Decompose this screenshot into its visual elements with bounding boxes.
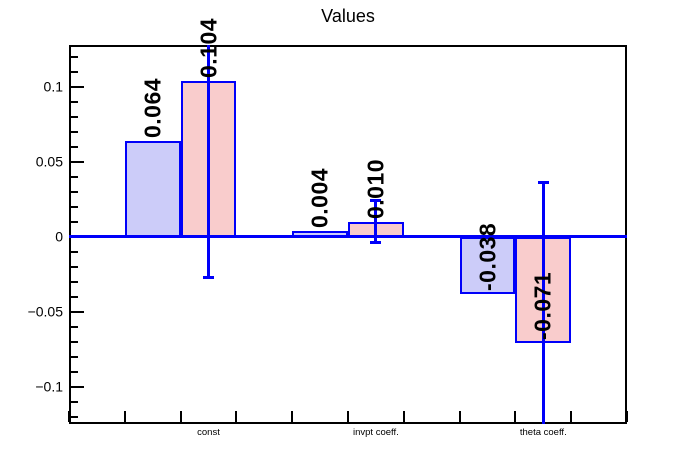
x-tick: [123, 411, 126, 422]
error-bar-invpt-coeff: [374, 200, 378, 243]
x-tick: [68, 411, 70, 422]
y-minor-tick: [71, 100, 78, 103]
y-minor-tick: [71, 355, 78, 358]
x-tick: [570, 411, 573, 422]
x-category-label-const: const: [197, 427, 220, 438]
y-tick-label: 0.05: [35, 153, 63, 170]
y-tick-label: −0.05: [27, 303, 63, 320]
y-major-tick: [71, 385, 84, 388]
value-label-invpt-coeff-blue: 0.004: [306, 167, 333, 228]
y-minor-tick: [71, 325, 78, 328]
error-bar-const: [207, 45, 210, 278]
y-minor-tick: [71, 295, 78, 298]
zero-line: [69, 235, 627, 239]
x-category-label-invpt-coeff: invpt coeff.: [353, 427, 399, 438]
y-minor-tick: [71, 70, 78, 73]
y-minor-tick: [71, 145, 78, 148]
x-tick: [291, 411, 294, 422]
value-label-invpt-coeff-pink: 0.010: [362, 158, 389, 219]
y-minor-tick: [71, 220, 78, 223]
chart-title: Values: [321, 6, 375, 26]
y-minor-tick: [71, 55, 78, 58]
x-tick: [402, 411, 405, 422]
y-minor-tick: [71, 175, 78, 178]
y-minor-tick: [71, 400, 78, 403]
error-bar-theta-coeff: [541, 182, 545, 424]
value-label-const-pink: 0.104: [195, 17, 221, 78]
error-cap-top: [537, 181, 549, 185]
y-minor-tick: [71, 115, 78, 118]
x-tick: [235, 411, 238, 422]
y-major-tick: [71, 160, 84, 163]
x-tick: [626, 411, 628, 422]
value-label-const-blue: 0.064: [139, 77, 166, 138]
y-minor-tick: [71, 415, 78, 418]
x-tick: [458, 411, 461, 422]
y-minor-tick: [71, 190, 78, 193]
y-minor-tick: [71, 280, 78, 283]
y-minor-tick: [71, 340, 78, 343]
error-cap-bottom: [203, 275, 214, 279]
error-cap-bottom: [370, 241, 382, 245]
y-major-tick: [71, 85, 84, 88]
bar-theta-coeff-blue: [459, 236, 516, 294]
y-tick-label: 0: [55, 228, 63, 245]
y-minor-tick: [71, 130, 78, 133]
y-minor-tick: [71, 205, 78, 208]
y-minor-tick: [71, 250, 78, 253]
plot-frame: [69, 45, 627, 424]
bar-const-blue: [124, 140, 181, 237]
value-label-theta-coeff-blue: -0.038: [474, 222, 500, 291]
x-tick: [347, 411, 349, 422]
x-tick: [514, 411, 517, 422]
y-major-tick: [71, 310, 84, 313]
y-minor-tick: [71, 370, 78, 373]
x-tick: [179, 411, 182, 422]
x-category-label-theta-coeff: theta coeff.: [519, 427, 567, 438]
y-tick-label: −0.1: [35, 377, 63, 394]
error-cap-top: [370, 199, 382, 203]
value-label-theta-coeff-pink: -0.071: [529, 271, 556, 341]
y-tick-label: 0.1: [43, 78, 63, 95]
y-minor-tick: [71, 265, 78, 268]
